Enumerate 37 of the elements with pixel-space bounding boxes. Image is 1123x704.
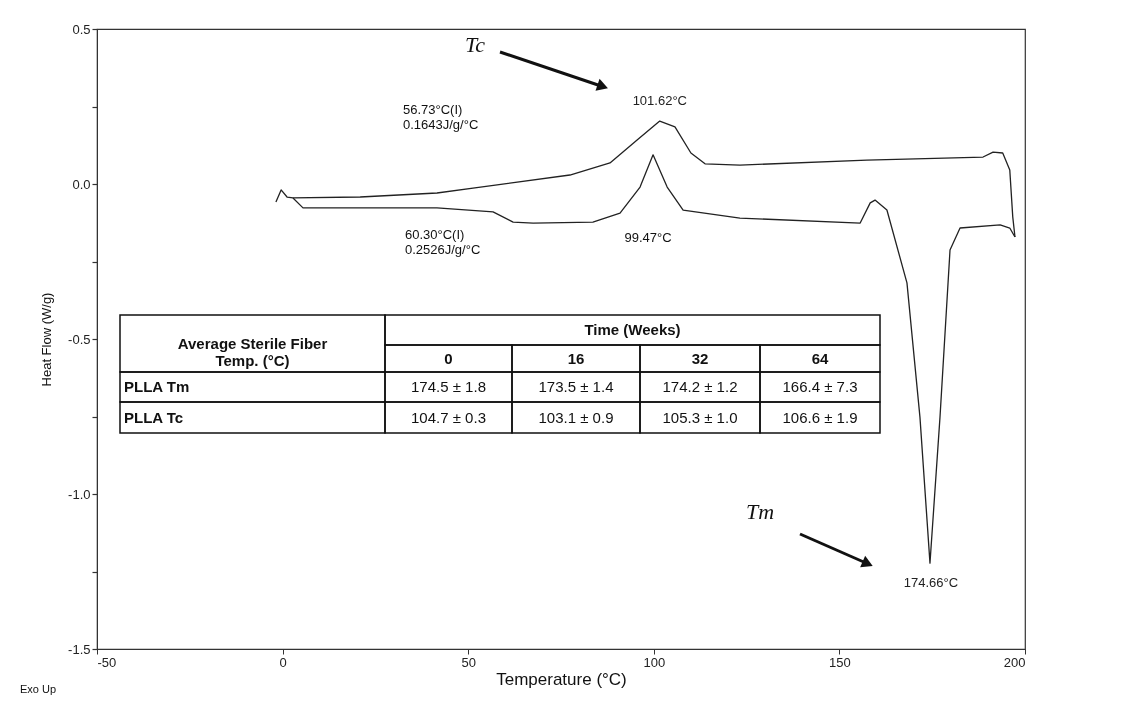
annotation: 105.3 ± 1.0 xyxy=(662,408,738,426)
annotation: 174.2 ± 1.2 xyxy=(662,378,738,395)
annotation: 64 xyxy=(811,349,829,367)
y-tick-label: -1.5 xyxy=(68,641,91,657)
y-tick-label: 0.5 xyxy=(72,21,91,37)
annotation: 166.4 ± 7.3 xyxy=(782,378,858,395)
x-tick-label: 0 xyxy=(279,654,287,670)
annotation: 101.62°C xyxy=(632,93,687,109)
annotation: 104.7 ± 0.3 xyxy=(411,408,486,426)
annotation: 173.5 ± 1.4 xyxy=(538,378,614,395)
text: Exo Up xyxy=(20,683,57,695)
annotation: 0 xyxy=(444,349,453,367)
annotation: 56.73°C(I) 0.1643J/g/°C xyxy=(403,102,479,132)
x-tick-label: -50 xyxy=(97,654,117,670)
annotation: 174.66°C xyxy=(903,575,959,591)
annotation: 174.5 ± 1.8 xyxy=(411,378,486,395)
annotation: Tm xyxy=(745,499,775,524)
annotation: Time (Weeks) xyxy=(584,321,681,338)
x-axis-title: Temperature (°C) xyxy=(496,669,627,689)
annotation: 103.1 ± 0.9 xyxy=(538,408,614,426)
annotation: 32 xyxy=(691,349,709,367)
annotation: 60.30°C(I) 0.2526J/g/°C xyxy=(405,227,481,257)
y-tick-label: -0.5 xyxy=(68,331,91,347)
x-tick-label: 150 xyxy=(829,654,851,670)
y-tick-label: -1.0 xyxy=(68,486,91,502)
annotation: Tc xyxy=(465,32,486,57)
annotation: 99.47°C xyxy=(624,230,672,245)
x-tick-label: 100 xyxy=(643,654,666,670)
annotation: PLLA Tc xyxy=(124,408,184,426)
annotation: 106.6 ± 1.9 xyxy=(782,408,858,426)
x-tick-label: 200 xyxy=(1003,654,1026,670)
x-tick-label: 50 xyxy=(461,654,476,670)
annotation: 16 xyxy=(567,349,585,367)
annotation: PLLA Tm xyxy=(124,378,190,395)
annotation: Average Sterile Fiber Temp. (°C) xyxy=(177,334,328,369)
y-tick-label: 0.0 xyxy=(72,176,91,192)
y-axis-title: Heat Flow (W/g) xyxy=(39,292,55,387)
